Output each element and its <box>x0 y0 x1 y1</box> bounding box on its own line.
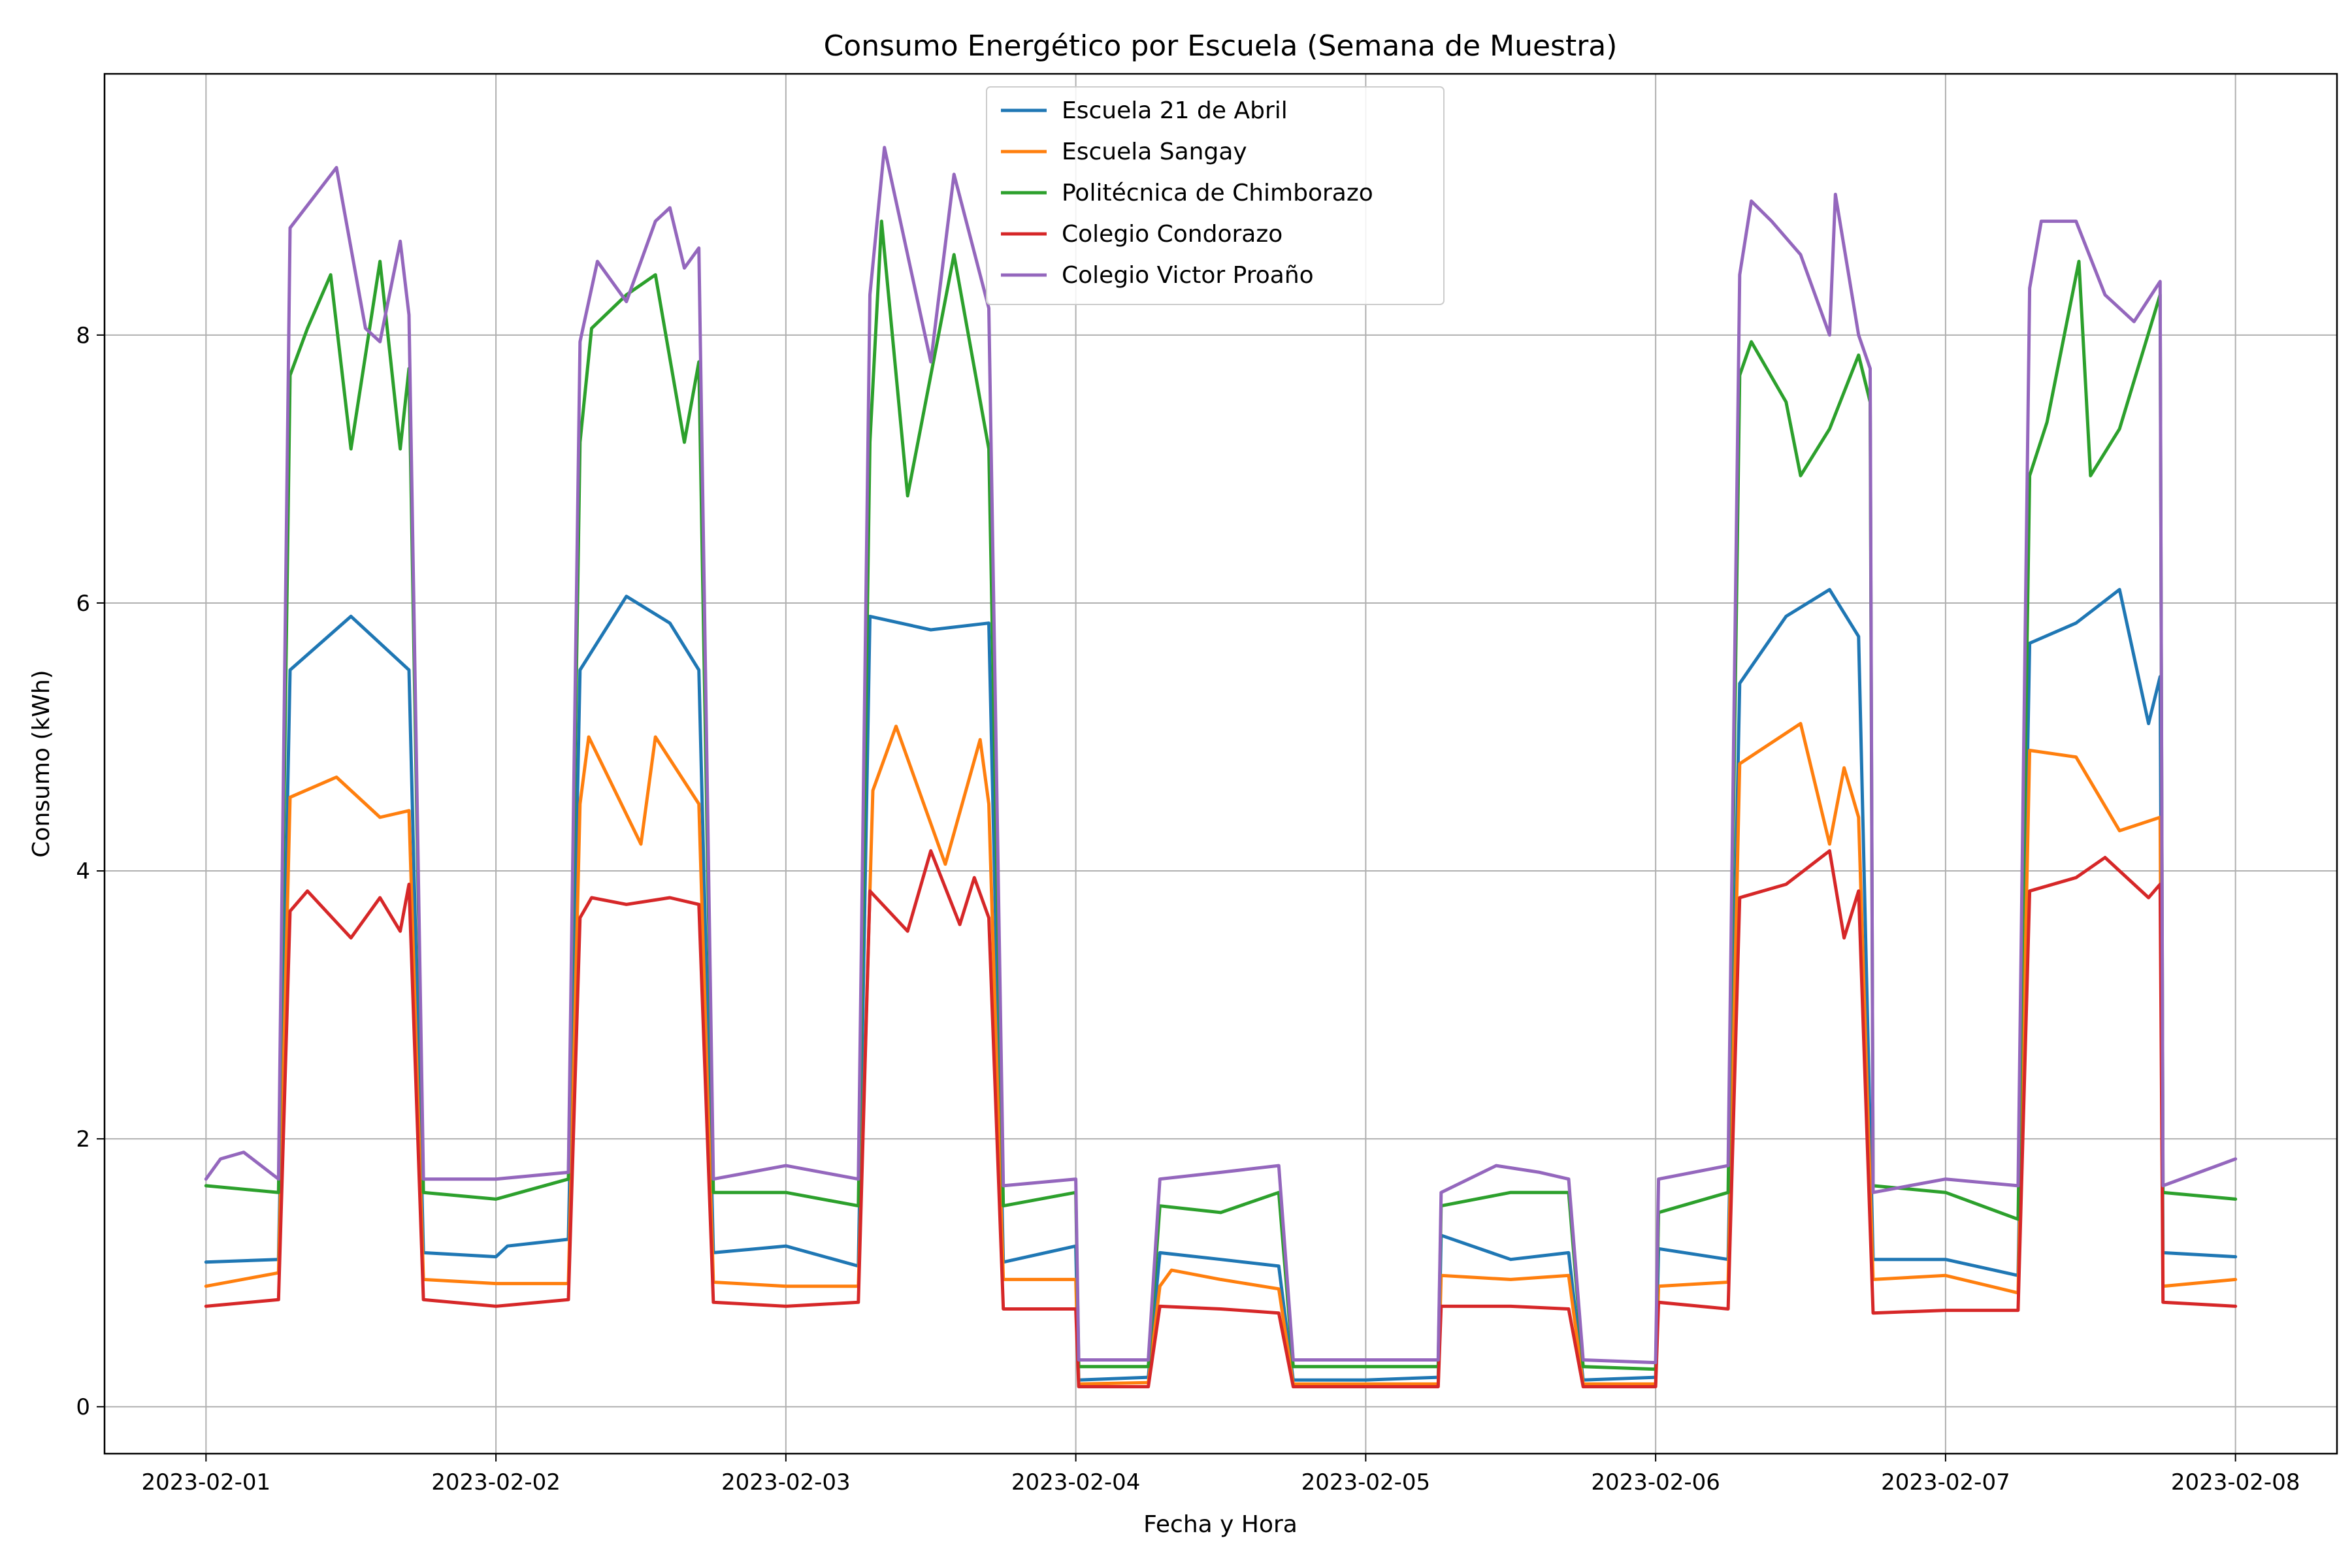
plot-frame <box>103 73 2338 1455</box>
y-tick-label: 6 <box>76 591 90 617</box>
series-line <box>204 849 2238 1388</box>
x-tick-label: 2023-02-01 <box>142 1469 271 1495</box>
legend-label: Colegio Victor Proaño <box>1062 262 1314 289</box>
grid-lines <box>105 74 2337 1454</box>
legend-box <box>986 86 1445 305</box>
chart-title: Consumo Energético por Escuela (Semana d… <box>824 29 1618 63</box>
y-tick-label: 4 <box>76 858 90 885</box>
legend-label: Escuela 21 de Abril <box>1062 97 1288 124</box>
x-tick-label: 2023-02-04 <box>1011 1469 1141 1495</box>
x-tick-label: 2023-02-02 <box>431 1469 561 1495</box>
y-tick-label: 0 <box>76 1394 90 1420</box>
y-tick-label: 8 <box>76 323 90 349</box>
series-line <box>204 146 2238 1365</box>
x-tick-label: 2023-02-06 <box>1591 1469 1720 1495</box>
x-tick-label: 2023-02-03 <box>721 1469 851 1495</box>
axis-ticks: 2023-02-01 2023-02-02 2023-02-03 2023-02-04… <box>76 323 2300 1495</box>
x-axis-label: Fecha y Hora <box>1143 1511 1298 1538</box>
y-axis-label: Consumo (kWh) <box>28 670 55 857</box>
series-lines <box>204 146 2238 1388</box>
legend-label: Colegio Condorazo <box>1062 221 1282 248</box>
x-tick-label: 2023-02-05 <box>1301 1469 1431 1495</box>
x-tick-label: 2023-02-07 <box>1881 1469 2010 1495</box>
series-line <box>204 722 2238 1386</box>
y-tick-label: 2 <box>76 1126 90 1152</box>
x-tick-label: 2023-02-08 <box>2171 1469 2300 1495</box>
legend-label: Politécnica de Chimborazo <box>1062 180 1373 206</box>
legend: Escuela 21 de Abril Escuela Sangay Politéc… <box>986 86 1445 305</box>
legend-label: Escuela Sangay <box>1062 139 1247 165</box>
